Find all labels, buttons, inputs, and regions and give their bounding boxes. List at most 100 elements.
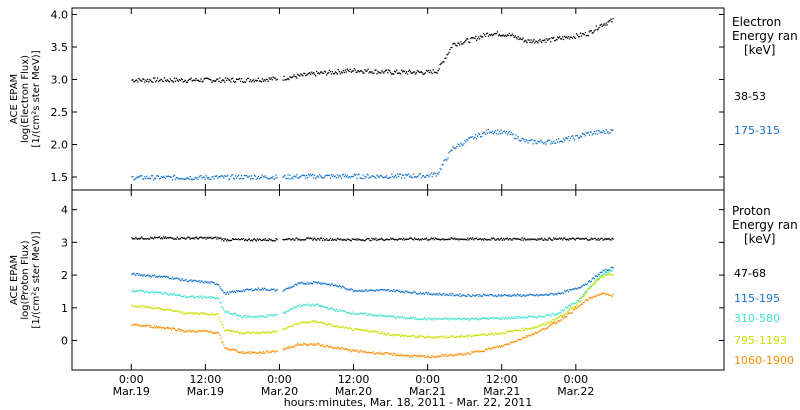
data-point-electron-1-78	[208, 177, 210, 179]
data-point-proton-0-44	[174, 238, 176, 240]
data-point-proton-4-302	[434, 356, 436, 358]
data-point-electron-0-336	[468, 41, 470, 43]
data-point-proton-3-412	[543, 323, 545, 326]
data-point-proton-2-24	[155, 291, 157, 293]
data-point-electron-1-188	[321, 177, 324, 179]
data-point-proton-4-3	[134, 324, 136, 326]
data-point-proton-3-225	[358, 329, 360, 331]
data-point-proton-1-283	[415, 293, 418, 295]
data-point-proton-2-445	[575, 301, 578, 303]
data-point-electron-1-90	[220, 175, 222, 177]
data-point-proton-0-288	[420, 239, 422, 241]
data-point-electron-0-285	[417, 70, 420, 72]
data-point-proton-3-63	[193, 313, 195, 315]
data-point-proton-2-457	[587, 288, 589, 290]
data-point-electron-1-92	[222, 175, 224, 177]
data-point-proton-0-103	[233, 238, 235, 240]
data-point-proton-3-145	[274, 330, 276, 332]
data-point-proton-1-85	[215, 283, 217, 286]
data-point-electron-1-311	[443, 160, 445, 162]
data-point-proton-4-472	[602, 292, 604, 294]
data-point-proton-2-101	[231, 313, 233, 315]
data-point-proton-3-431	[562, 315, 564, 317]
data-point-proton-0-192	[325, 238, 328, 240]
data-point-electron-1-283	[415, 176, 418, 178]
data-point-proton-4-67	[197, 330, 199, 332]
data-point-proton-1-442	[572, 288, 575, 290]
data-point-electron-1-79	[209, 178, 211, 181]
data-point-electron-0-274	[406, 73, 409, 75]
data-point-proton-0-371	[502, 237, 504, 240]
data-point-proton-4-442	[572, 309, 575, 311]
data-point-electron-0-391	[522, 37, 524, 39]
data-point-proton-4-432	[563, 317, 565, 320]
data-point-proton-4-278	[410, 354, 413, 357]
ytick-label-electron-0: 1.5	[51, 171, 69, 184]
data-point-proton-0-18	[149, 238, 151, 240]
data-point-proton-3-281	[413, 335, 416, 337]
data-point-proton-2-399	[530, 315, 532, 317]
data-point-electron-0-79	[209, 78, 211, 81]
data-point-proton-2-13	[144, 291, 146, 294]
data-point-electron-1-359	[490, 132, 493, 134]
data-point-proton-4-411	[542, 328, 544, 330]
data-point-electron-0-113	[242, 81, 245, 83]
data-point-electron-1-453	[583, 133, 585, 135]
data-point-proton-1-189	[322, 282, 325, 284]
data-point-proton-1-101	[231, 291, 233, 293]
data-point-electron-0-295	[427, 69, 429, 72]
data-point-electron-1-40	[170, 176, 173, 178]
data-point-proton-4-382	[513, 341, 515, 343]
data-point-proton-0-65	[195, 236, 197, 238]
data-point-proton-0-208	[341, 239, 343, 241]
data-point-proton-3-462	[592, 283, 594, 285]
data-point-proton-4-44	[174, 329, 176, 331]
data-point-proton-4-124	[253, 351, 256, 353]
data-point-proton-2-410	[541, 316, 543, 318]
data-point-proton-4-242	[375, 353, 377, 355]
data-point-proton-4-104	[234, 349, 236, 351]
data-point-electron-0-238	[371, 71, 373, 73]
data-point-electron-0-48	[178, 79, 180, 81]
data-point-electron-1-184	[318, 176, 320, 178]
data-point-electron-0-371	[502, 34, 504, 36]
data-point-electron-0-256	[389, 70, 391, 72]
data-point-electron-0-170	[304, 72, 306, 75]
data-point-proton-2-309	[441, 318, 443, 320]
data-point-proton-1-138	[267, 289, 269, 291]
data-point-electron-1-136	[265, 177, 267, 179]
data-point-proton-1-267	[400, 291, 402, 294]
data-point-electron-1-278	[410, 176, 413, 178]
data-point-electron-0-481	[611, 21, 613, 23]
data-point-electron-0-236	[369, 71, 371, 73]
data-point-proton-1-344	[476, 294, 478, 296]
data-point-proton-2-417	[548, 313, 550, 315]
data-point-proton-2-81	[211, 296, 213, 298]
data-point-electron-0-153	[287, 77, 289, 80]
data-point-electron-1-366	[497, 133, 500, 135]
data-point-proton-2-464	[594, 280, 596, 283]
data-point-proton-4-392	[523, 337, 525, 339]
data-point-proton-2-243	[376, 315, 378, 317]
data-point-electron-1-451	[581, 133, 583, 135]
data-point-electron-0-380	[511, 33, 513, 35]
data-point-proton-4-78	[208, 331, 210, 333]
data-point-proton-3-440	[570, 307, 573, 309]
data-point-electron-1-0	[131, 176, 133, 178]
data-point-electron-0-146	[275, 79, 277, 81]
data-point-proton-4-330	[462, 354, 464, 357]
data-point-proton-0-417	[548, 237, 550, 240]
data-point-electron-1-180	[314, 174, 316, 176]
data-point-proton-0-16	[147, 237, 149, 240]
data-point-proton-1-394	[525, 295, 527, 297]
data-point-proton-3-351	[483, 333, 485, 335]
data-point-electron-1-434	[565, 137, 567, 139]
data-point-proton-4-247	[380, 353, 382, 355]
data-point-proton-4-437	[567, 312, 570, 314]
data-point-proton-4-388	[519, 339, 521, 341]
data-point-proton-2-251	[384, 315, 386, 317]
data-point-proton-1-14	[145, 275, 147, 277]
data-point-proton-2-316	[448, 319, 450, 321]
data-point-proton-1-411	[542, 294, 544, 296]
data-point-electron-1-101	[231, 174, 233, 176]
